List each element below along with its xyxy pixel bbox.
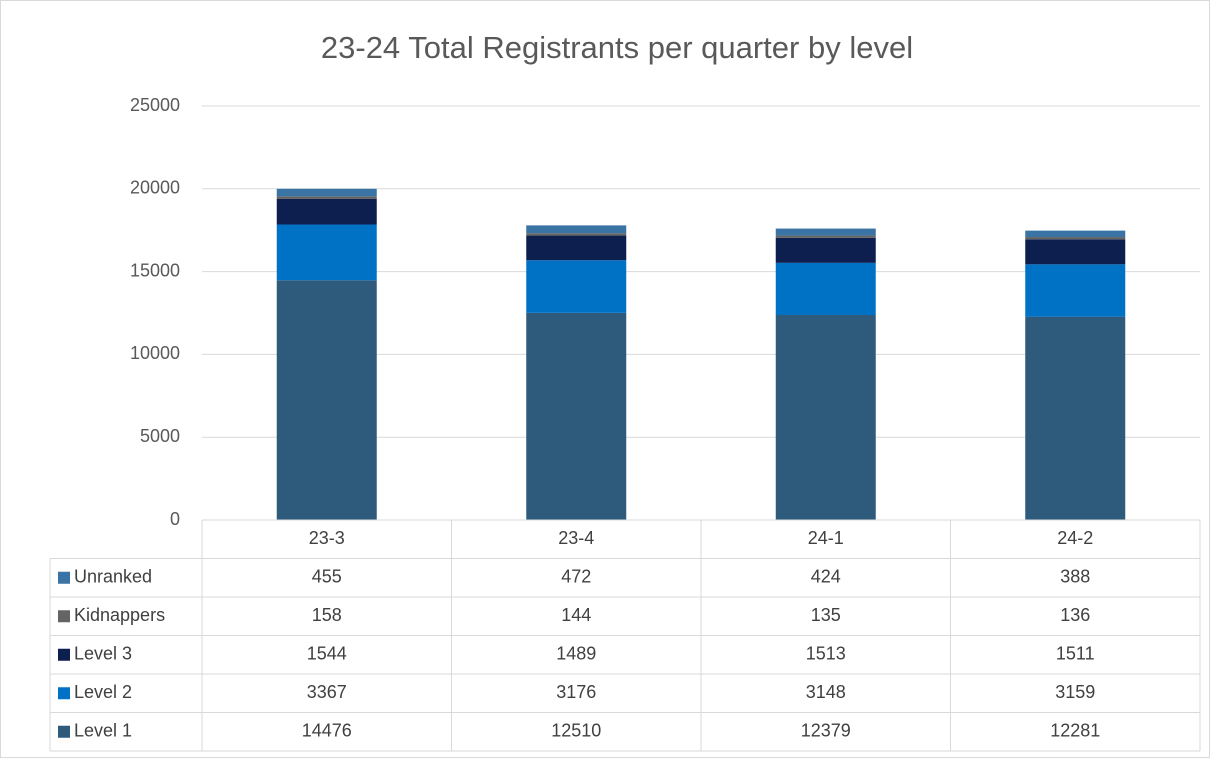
bar-segment bbox=[775, 237, 876, 263]
table-value: 1511 bbox=[1056, 644, 1095, 664]
table-value: 12510 bbox=[551, 721, 601, 741]
table-value: 12281 bbox=[1050, 721, 1100, 741]
legend-swatch bbox=[58, 648, 70, 661]
table-value: 3176 bbox=[556, 682, 596, 702]
legend-label: Level 2 bbox=[74, 682, 132, 702]
table-value: 424 bbox=[811, 567, 841, 587]
table-value: 3367 bbox=[307, 682, 347, 702]
bar-segment bbox=[775, 228, 876, 236]
table-value: 1513 bbox=[806, 644, 846, 664]
x-tick-label: 24-1 bbox=[808, 528, 844, 548]
legend-swatch bbox=[58, 725, 70, 738]
legend-swatch bbox=[58, 687, 70, 700]
table-value: 3148 bbox=[806, 682, 846, 702]
table-value: 472 bbox=[561, 567, 591, 587]
legend-label: Level 1 bbox=[74, 721, 132, 741]
y-tick-label: 25000 bbox=[130, 95, 180, 115]
x-tick-label: 24-2 bbox=[1057, 528, 1093, 548]
legend-label: Level 3 bbox=[74, 644, 132, 664]
table-value: 135 bbox=[811, 605, 841, 625]
table-value: 14476 bbox=[302, 721, 352, 741]
chart-title: 23-24 Total Registrants per quarter by l… bbox=[321, 30, 913, 65]
y-tick-label: 10000 bbox=[130, 343, 180, 363]
bar-segment bbox=[276, 196, 377, 199]
bar-segment bbox=[526, 312, 627, 520]
bar-segment bbox=[276, 224, 377, 281]
bar-segment bbox=[276, 280, 377, 520]
legend-swatch bbox=[58, 571, 70, 584]
legend-swatch bbox=[58, 610, 70, 623]
y-tick-label: 5000 bbox=[140, 426, 180, 446]
bar-segment bbox=[526, 260, 627, 313]
table-value: 144 bbox=[561, 605, 591, 625]
bar-segment bbox=[1025, 237, 1126, 240]
x-tick-label: 23-3 bbox=[309, 528, 345, 548]
table-value: 3159 bbox=[1055, 682, 1095, 702]
bar-segment bbox=[276, 188, 377, 197]
bar-segment bbox=[526, 233, 627, 236]
bar-segment bbox=[1025, 316, 1126, 520]
table-value: 455 bbox=[312, 567, 342, 587]
y-tick-label: 20000 bbox=[130, 178, 180, 198]
y-tick-label: 0 bbox=[170, 509, 180, 529]
bar-segment bbox=[775, 235, 876, 238]
table-value: 158 bbox=[312, 605, 342, 625]
bar-segment bbox=[775, 315, 876, 520]
bar-segment bbox=[1025, 264, 1126, 317]
table-value: 388 bbox=[1060, 567, 1090, 587]
bar-segment bbox=[526, 235, 627, 261]
x-tick-label: 23-4 bbox=[558, 528, 594, 548]
legend-label: Kidnappers bbox=[74, 605, 165, 625]
legend-label: Unranked bbox=[74, 567, 152, 587]
table-value: 1544 bbox=[307, 644, 347, 664]
table-value: 12379 bbox=[801, 721, 851, 741]
bar-segment bbox=[1025, 239, 1126, 265]
table-value: 136 bbox=[1060, 605, 1090, 625]
y-tick-label: 15000 bbox=[130, 260, 180, 280]
bar-segment bbox=[276, 198, 377, 225]
bar-segment bbox=[1025, 230, 1126, 238]
table-value: 1489 bbox=[556, 644, 596, 664]
bar-segment bbox=[526, 225, 627, 234]
bar-segment bbox=[775, 262, 876, 316]
